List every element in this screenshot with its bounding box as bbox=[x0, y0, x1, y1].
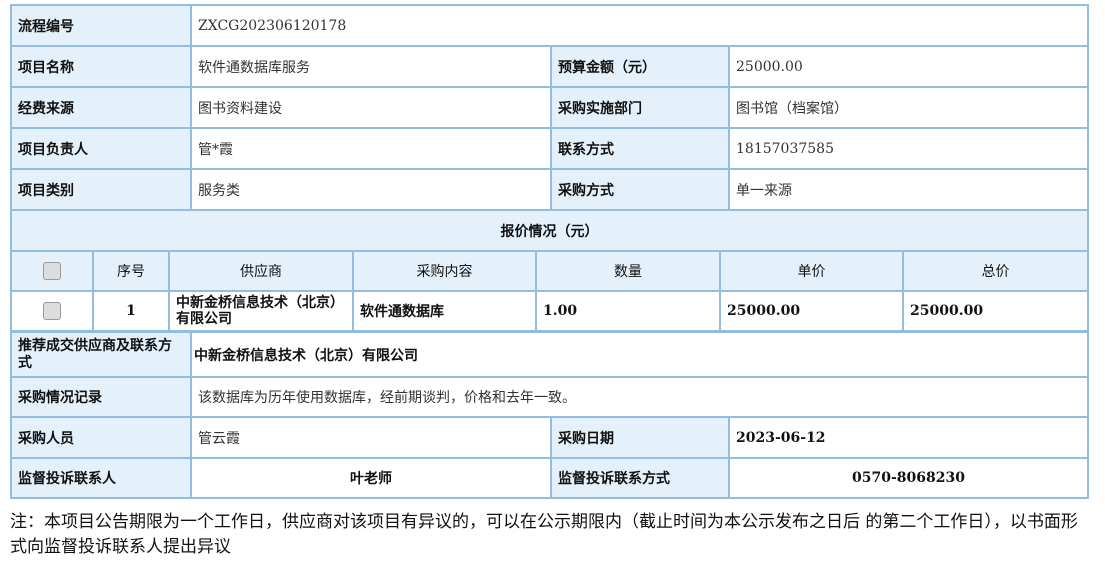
header-unit-price: 单价 bbox=[719, 250, 904, 292]
recommend: 中新金桥信息技术（北京）有限公司 bbox=[190, 331, 1089, 378]
header-no: 序号 bbox=[92, 250, 170, 292]
table-row: 1 中新金桥信息技术（北京）有限公司 软件通数据库 1.00 25000.00 … bbox=[10, 290, 1089, 332]
date-label: 采购日期 bbox=[550, 416, 730, 459]
record: 该数据库为历年使用数据库，经前期谈判，价格和去年一致。 bbox=[190, 376, 1089, 418]
category-label: 项目类别 bbox=[10, 168, 192, 211]
budget-label: 预算金额（元） bbox=[550, 45, 730, 88]
row-total: 25000.00 bbox=[902, 290, 1089, 332]
row-qty: 1.00 bbox=[535, 290, 721, 332]
fund-source: 图书资料建设 bbox=[190, 86, 552, 129]
dept: 图书馆（档案馆） bbox=[728, 86, 1089, 129]
header-total: 总价 bbox=[902, 250, 1089, 292]
header-content: 采购内容 bbox=[352, 250, 537, 292]
supervisor-label: 监督投诉联系人 bbox=[10, 457, 192, 499]
leader: 管*霞 bbox=[190, 127, 552, 170]
contact-label: 联系方式 bbox=[550, 127, 730, 170]
method: 单一来源 bbox=[728, 168, 1089, 211]
date: 2023-06-12 bbox=[728, 416, 1089, 459]
notice-text: 注：本项目公告期限为一个工作日，供应商对该项目有异议的，可以在公示期限内（截止时… bbox=[10, 512, 1078, 557]
process-no-label: 流程编号 bbox=[10, 4, 192, 47]
category: 服务类 bbox=[190, 168, 552, 211]
leader-label: 项目负责人 bbox=[10, 127, 192, 170]
select-all-cell[interactable] bbox=[10, 250, 94, 292]
quote-table: 序号 供应商 采购内容 数量 单价 总价 1 中新金桥信息技术（北京）有限公司 … bbox=[10, 250, 1089, 332]
select-all-checkbox[interactable] bbox=[43, 262, 61, 280]
process-no: ZXCG202306120178 bbox=[190, 4, 1089, 47]
fund-source-label: 经费来源 bbox=[10, 86, 192, 129]
result-table: 推荐成交供应商及联系方式 中新金桥信息技术（北京）有限公司 采购情况记录 该数据库为… bbox=[10, 331, 1089, 499]
row-select-cell[interactable] bbox=[10, 290, 94, 332]
row-supplier: 中新金桥信息技术（北京）有限公司 bbox=[168, 290, 354, 332]
supervisor-contact: 0570-8068230 bbox=[728, 457, 1089, 499]
dept-label: 采购实施部门 bbox=[550, 86, 730, 129]
buyer: 管云霞 bbox=[190, 416, 552, 459]
row-no: 1 bbox=[92, 290, 170, 332]
record-label: 采购情况记录 bbox=[10, 376, 192, 418]
quote-section-title: 报价情况（元） bbox=[10, 209, 1089, 252]
header-qty: 数量 bbox=[535, 250, 721, 292]
supervisor-contact-label: 监督投诉联系方式 bbox=[550, 457, 730, 499]
budget: 25000.00 bbox=[728, 45, 1089, 88]
project-info-table: 流程编号 ZXCG202306120178 项目名称 软件通数据库服务 预算金额（元）… bbox=[10, 4, 1089, 252]
method-label: 采购方式 bbox=[550, 168, 730, 211]
contact: 18157037585 bbox=[728, 127, 1089, 170]
row-content: 软件通数据库 bbox=[352, 290, 537, 332]
row-unit-price: 25000.00 bbox=[719, 290, 904, 332]
recommend-label: 推荐成交供应商及联系方式 bbox=[10, 331, 192, 378]
supervisor: 叶老师 bbox=[190, 457, 552, 499]
buyer-label: 采购人员 bbox=[10, 416, 192, 459]
row-checkbox[interactable] bbox=[43, 302, 61, 320]
project-name: 软件通数据库服务 bbox=[190, 45, 552, 88]
project-name-label: 项目名称 bbox=[10, 45, 192, 88]
header-supplier: 供应商 bbox=[168, 250, 354, 292]
